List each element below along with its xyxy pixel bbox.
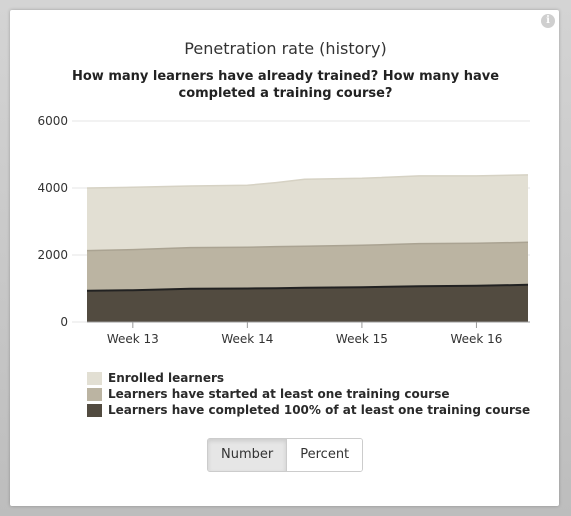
legend-item-started[interactable]: Learners have started at least one train… (87, 386, 530, 402)
legend-label: Learners have completed 100% of at least… (108, 403, 531, 417)
number-button[interactable]: Number (208, 439, 288, 471)
x-tick-label: Week 14 (221, 332, 273, 346)
chart-legend: Enrolled learners Learners have started … (87, 370, 530, 418)
info-icon[interactable]: i (541, 14, 555, 28)
series-line-2 (86, 283, 529, 292)
legend-label: Enrolled learners (108, 371, 225, 385)
series-line-1 (86, 241, 529, 252)
x-tick-label: Week 13 (107, 332, 159, 346)
legend-item-completed[interactable]: Learners have completed 100% of at least… (87, 402, 530, 418)
series-line-0 (86, 174, 529, 189)
chart-title: Penetration rate (history) (184, 39, 387, 58)
legend-item-enrolled[interactable]: Enrolled learners (87, 370, 530, 386)
x-tick-label: Week 15 (336, 332, 388, 346)
y-tick-label: 0 (60, 315, 68, 329)
legend-swatch (87, 387, 102, 401)
y-tick-label: 4000 (37, 181, 68, 195)
area-series-2 (87, 284, 528, 322)
legend-swatch (87, 371, 102, 385)
legend-label: Learners have started at least one train… (108, 387, 450, 401)
mode-toggle: Number Percent (207, 438, 364, 472)
y-tick-label: 6000 (37, 114, 68, 128)
y-tick-label: 2000 (37, 248, 68, 262)
chart-subtitle: How many learners have already trained? … (71, 69, 500, 101)
legend-swatch (87, 403, 102, 417)
percent-button[interactable]: Percent (287, 439, 363, 471)
x-tick-label: Week 16 (450, 332, 502, 346)
